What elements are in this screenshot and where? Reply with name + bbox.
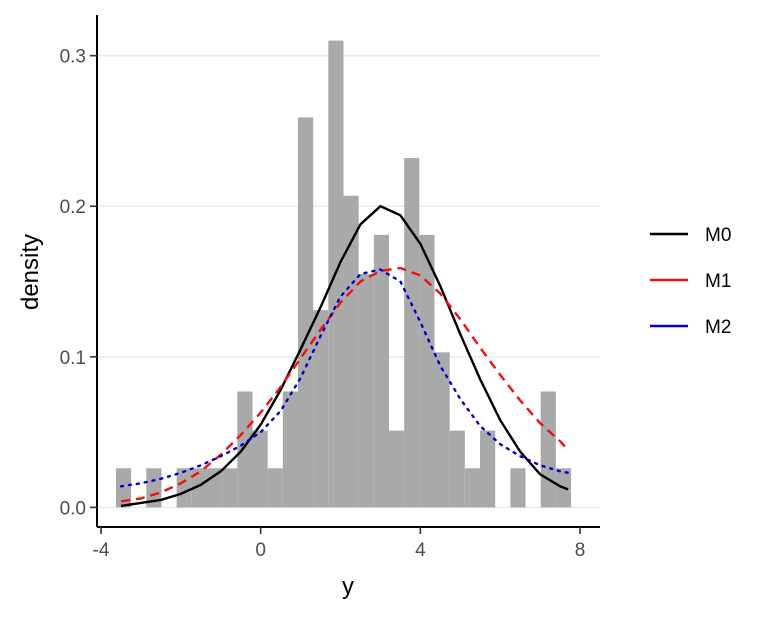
histogram-bar bbox=[373, 234, 390, 508]
histogram-bar bbox=[480, 430, 496, 508]
histogram-bar bbox=[222, 468, 238, 508]
y-tick-label: 0.3 bbox=[60, 47, 86, 68]
legend-label: M1 bbox=[705, 271, 731, 292]
histogram-bar bbox=[146, 468, 162, 508]
histogram-bar bbox=[237, 391, 253, 508]
histogram-bar bbox=[115, 468, 132, 508]
x-tick-label: 8 bbox=[575, 540, 586, 561]
x-axis-ticks: -4 0 4 8 bbox=[93, 527, 586, 561]
curve-m2 bbox=[119, 268, 570, 488]
curve-m1 bbox=[120, 266, 569, 503]
legend-label: M0 bbox=[705, 225, 731, 246]
x-tick-label: 4 bbox=[415, 540, 426, 561]
histogram-bar bbox=[449, 430, 465, 508]
y-tick-label: 0.1 bbox=[60, 348, 86, 369]
curve-m0 bbox=[120, 204, 569, 508]
histogram-bar bbox=[510, 468, 526, 508]
legend-item-m1: M1 bbox=[650, 271, 731, 292]
histogram-bar bbox=[434, 352, 450, 508]
axes bbox=[96, 15, 600, 528]
legend-item-m2: M2 bbox=[650, 317, 731, 338]
histogram-bar bbox=[252, 430, 268, 508]
y-axis-title: density bbox=[17, 234, 44, 310]
x-axis-title: y bbox=[342, 573, 354, 600]
histogram-bar bbox=[176, 468, 192, 508]
histogram-bar bbox=[358, 274, 374, 508]
legend-item-m0: M0 bbox=[650, 225, 731, 246]
y-tick-label: 0.0 bbox=[60, 498, 86, 519]
histogram-bar bbox=[540, 391, 556, 508]
histogram-bars bbox=[115, 40, 572, 508]
x-tick-label: -4 bbox=[93, 540, 110, 561]
histogram-bar bbox=[313, 310, 329, 508]
histogram-bar bbox=[464, 468, 481, 508]
legend-label: M2 bbox=[705, 317, 731, 338]
y-tick-label: 0.2 bbox=[60, 197, 86, 218]
density-curves bbox=[119, 204, 570, 508]
y-axis-ticks: 0.0 0.1 0.2 0.3 bbox=[60, 47, 97, 519]
histogram-bar bbox=[298, 117, 314, 508]
histogram-bar bbox=[404, 158, 420, 508]
histogram-bar bbox=[419, 234, 435, 508]
histogram-bar bbox=[282, 391, 299, 508]
histogram-bar bbox=[343, 195, 359, 508]
histogram-bar bbox=[389, 430, 405, 508]
legend: M0 M1 M2 bbox=[650, 225, 731, 338]
histogram-bar bbox=[267, 468, 283, 508]
histogram-bar bbox=[191, 468, 207, 508]
x-tick-label: 0 bbox=[255, 540, 266, 561]
